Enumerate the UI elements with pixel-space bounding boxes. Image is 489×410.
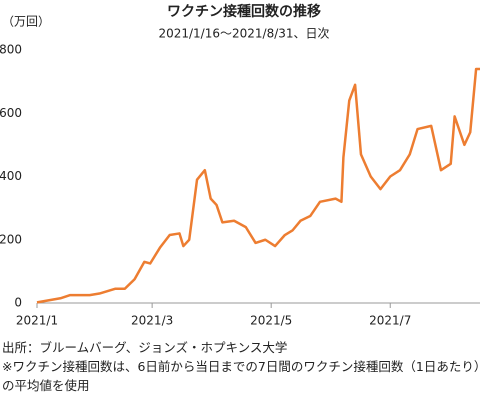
note: ※ワクチン接種回数は、6日前から当日までの7日間のワクチン接種回数（1日あたり）… (2, 359, 487, 393)
y-tick-label: 400 (0, 169, 22, 183)
chart: ワクチン接種回数の推移 2021/1/16〜2021/8/31、日次 （万回） … (0, 3, 480, 328)
x-tick-label: 2021/7 (369, 314, 411, 328)
x-tick-label: 2021/1 (16, 314, 58, 328)
y-tick-label: 0 (14, 296, 22, 310)
notes: 出所：ブルームバーグ、ジョンズ・ホプキンス大学 ※ワクチン接種回数は、6日前から… (2, 338, 488, 395)
x-tick-label: 2021/5 (250, 314, 292, 328)
y-axis-label: （万回） (2, 15, 50, 29)
chart-subtitle: 2021/1/16〜2021/8/31、日次 (158, 27, 329, 41)
y-tick-label: 600 (0, 106, 22, 120)
y-tick-label: 200 (0, 232, 22, 246)
y-tick-label: 800 (0, 43, 22, 57)
x-tick-label: 2021/3 (131, 314, 173, 328)
line (36, 67, 480, 304)
source: 出所：ブルームバーグ、ジョンズ・ホプキンス大学 (2, 340, 288, 355)
chart-title: ワクチン接種回数の推移 (167, 3, 321, 20)
